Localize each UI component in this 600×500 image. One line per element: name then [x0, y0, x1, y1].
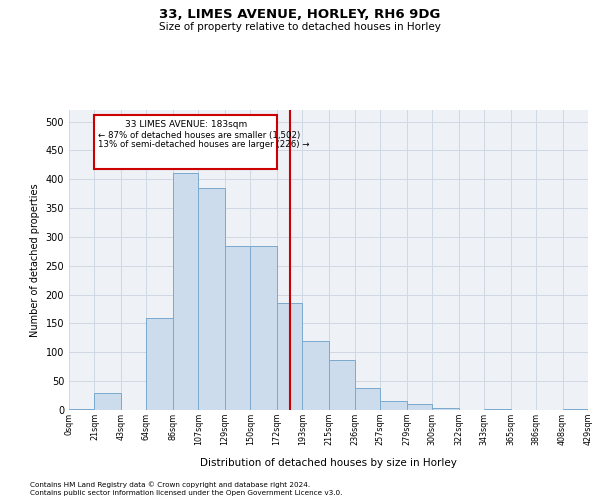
Text: 33 LIMES AVENUE: 183sqm: 33 LIMES AVENUE: 183sqm [125, 120, 247, 130]
Y-axis label: Number of detached properties: Number of detached properties [30, 183, 40, 337]
Bar [380, 402, 407, 410]
Bar [250, 246, 277, 410]
Text: Size of property relative to detached houses in Horley: Size of property relative to detached ho… [159, 22, 441, 32]
Text: 13% of semi-detached houses are larger (226) →: 13% of semi-detached houses are larger (… [98, 140, 310, 149]
Bar [94, 392, 121, 410]
Bar [432, 408, 458, 410]
Text: Distribution of detached houses by size in Horley: Distribution of detached houses by size … [200, 458, 457, 468]
Bar [407, 404, 432, 410]
Text: Contains HM Land Registry data © Crown copyright and database right 2024.: Contains HM Land Registry data © Crown c… [30, 481, 310, 488]
Text: Contains public sector information licensed under the Open Government Licence v3: Contains public sector information licen… [30, 490, 343, 496]
Bar [69, 409, 94, 410]
Bar [277, 304, 302, 410]
Bar [302, 341, 329, 410]
Text: ← 87% of detached houses are smaller (1,502): ← 87% of detached houses are smaller (1,… [98, 131, 300, 140]
Bar [173, 174, 199, 410]
Bar [329, 360, 355, 410]
Bar [225, 246, 250, 410]
Bar [355, 388, 380, 410]
Bar [199, 188, 225, 410]
Bar [146, 318, 173, 410]
Bar [484, 409, 511, 410]
FancyBboxPatch shape [94, 114, 277, 169]
Text: 33, LIMES AVENUE, HORLEY, RH6 9DG: 33, LIMES AVENUE, HORLEY, RH6 9DG [160, 8, 440, 20]
Bar [563, 409, 588, 410]
